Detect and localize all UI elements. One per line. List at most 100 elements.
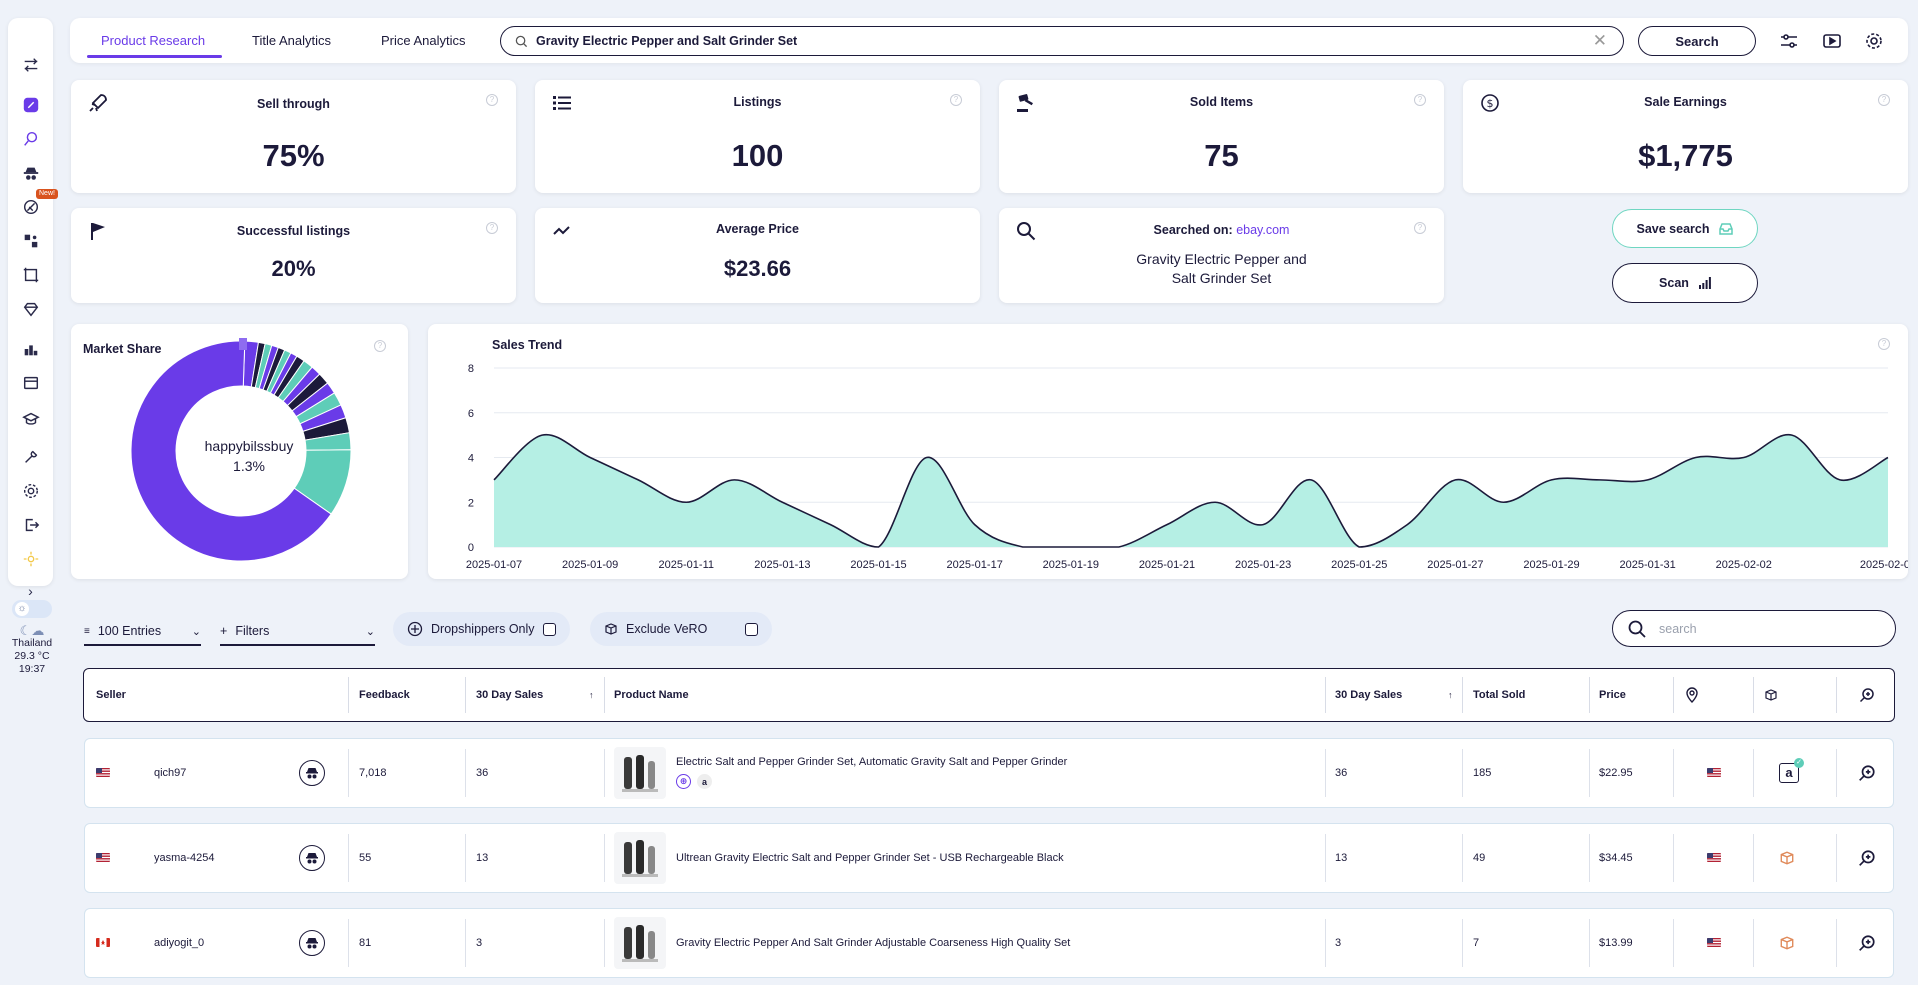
help-icon[interactable]: ? bbox=[1414, 94, 1426, 106]
zoom-icon[interactable] bbox=[1859, 669, 1875, 720]
data-point[interactable] bbox=[827, 522, 833, 528]
tools-icon[interactable] bbox=[8, 444, 53, 470]
filters-select[interactable]: + Filters ⌄ bbox=[220, 618, 375, 646]
header-total-sold[interactable]: Total Sold bbox=[1473, 688, 1526, 701]
header-seller[interactable]: Seller bbox=[96, 688, 126, 701]
data-point[interactable] bbox=[491, 477, 497, 483]
sun-icon[interactable] bbox=[8, 546, 53, 572]
settings-icon[interactable] bbox=[8, 478, 53, 504]
searched-site-link[interactable]: ebay.com bbox=[1236, 223, 1290, 237]
data-point[interactable] bbox=[539, 432, 545, 438]
sliders-icon[interactable] bbox=[1778, 30, 1800, 52]
product-thumbnail[interactable] bbox=[614, 824, 666, 891]
box-icon[interactable] bbox=[1779, 850, 1795, 866]
data-point[interactable] bbox=[1452, 477, 1458, 483]
data-point[interactable] bbox=[1212, 499, 1218, 505]
data-point[interactable] bbox=[635, 477, 641, 483]
entries-select[interactable]: ≡ 100 Entries ⌄ bbox=[84, 618, 201, 646]
help-icon[interactable]: ? bbox=[374, 340, 386, 352]
competitor-spy-button[interactable] bbox=[299, 909, 325, 976]
market-share-donut[interactable] bbox=[71, 324, 408, 579]
data-point[interactable] bbox=[1164, 522, 1170, 528]
amazon-icon[interactable]: a ✓ bbox=[1779, 757, 1804, 783]
category-icon[interactable] bbox=[8, 228, 53, 254]
amazon-small-icon[interactable]: a bbox=[697, 774, 712, 789]
exclude-vero-toggle[interactable]: Exclude VeRO bbox=[590, 612, 772, 646]
data-point[interactable] bbox=[1885, 455, 1891, 461]
diamond-icon[interactable] bbox=[8, 296, 53, 322]
video-icon[interactable] bbox=[1821, 30, 1843, 52]
dropshippers-only-toggle[interactable]: Dropshippers Only bbox=[393, 612, 570, 646]
data-point[interactable] bbox=[1837, 477, 1843, 483]
table-row[interactable]: yasma-4254 55 13 Ultrean Gravity Electric S… bbox=[84, 823, 1894, 893]
data-point[interactable] bbox=[683, 499, 689, 505]
seller-name[interactable]: yasma-4254 bbox=[154, 851, 215, 864]
seller-name[interactable]: qich97 bbox=[154, 766, 187, 779]
zoom-button[interactable] bbox=[1858, 909, 1876, 976]
competitor-spy-button[interactable] bbox=[299, 739, 325, 806]
search-button[interactable]: Search bbox=[1638, 26, 1756, 56]
help-icon[interactable]: ? bbox=[1414, 222, 1426, 234]
data-point[interactable] bbox=[1789, 432, 1795, 438]
academy-icon[interactable] bbox=[8, 406, 53, 432]
help-icon[interactable]: ? bbox=[486, 94, 498, 106]
data-point[interactable] bbox=[1068, 544, 1074, 550]
data-point[interactable] bbox=[1597, 477, 1603, 483]
new-feature-icon[interactable]: New! bbox=[8, 189, 58, 220]
sort-up-icon[interactable]: ↑ bbox=[589, 689, 594, 700]
sales-line[interactable] bbox=[493, 433, 1889, 548]
data-point[interactable] bbox=[1404, 522, 1410, 528]
donut-segment[interactable] bbox=[130, 340, 332, 562]
data-point[interactable] bbox=[1308, 477, 1314, 483]
help-icon[interactable]: ? bbox=[486, 222, 498, 234]
product-name[interactable]: Ultrean Gravity Electric Salt and Pepper… bbox=[676, 851, 1064, 864]
tab-price-analytics[interactable]: Price Analytics bbox=[381, 33, 466, 48]
table-search-input[interactable]: search bbox=[1612, 610, 1896, 647]
tab-title-analytics[interactable]: Title Analytics bbox=[252, 33, 331, 48]
crop-icon[interactable] bbox=[8, 262, 53, 288]
header-30-day-sales[interactable]: 30 Day Sales bbox=[476, 688, 544, 701]
sort-up-icon[interactable]: ↑ bbox=[1448, 689, 1453, 700]
data-point[interactable] bbox=[1549, 477, 1555, 483]
zoom-button[interactable] bbox=[1858, 824, 1876, 891]
gear-icon[interactable] bbox=[1863, 30, 1885, 52]
dropshippers-checkbox[interactable] bbox=[542, 622, 556, 636]
clear-icon[interactable]: ✕ bbox=[1592, 31, 1607, 50]
data-point[interactable] bbox=[1500, 499, 1506, 505]
save-search-button[interactable]: Save search bbox=[1612, 209, 1758, 248]
search-icon[interactable] bbox=[8, 126, 53, 152]
store-icon[interactable] bbox=[8, 370, 53, 396]
header-product-name[interactable]: Product Name bbox=[614, 688, 689, 701]
product-thumbnail[interactable] bbox=[614, 739, 666, 806]
data-point[interactable] bbox=[876, 544, 882, 550]
table-row[interactable]: qich97 7,018 36 Electric Salt and Pepper Gr… bbox=[84, 738, 1894, 808]
competitor-spy-button[interactable] bbox=[299, 824, 325, 891]
product-research-icon[interactable] bbox=[8, 92, 53, 118]
dropshipper-icon[interactable]: ⊕ bbox=[676, 774, 691, 789]
logout-icon[interactable] bbox=[8, 512, 53, 538]
data-point[interactable] bbox=[1693, 455, 1699, 461]
data-point[interactable] bbox=[1020, 544, 1026, 550]
theme-toggle[interactable]: ☼ bbox=[12, 600, 52, 618]
product-name[interactable]: Gravity Electric Pepper And Salt Grinder… bbox=[676, 936, 1071, 949]
data-point[interactable] bbox=[1116, 544, 1122, 550]
data-point[interactable] bbox=[1741, 455, 1747, 461]
box-icon[interactable] bbox=[1779, 935, 1795, 951]
data-point[interactable] bbox=[1260, 522, 1266, 528]
header-30-day-sales-2[interactable]: 30 Day Sales bbox=[1335, 688, 1403, 701]
help-icon[interactable]: ? bbox=[1878, 338, 1890, 350]
location-pin-icon[interactable] bbox=[1685, 669, 1699, 720]
help-icon[interactable]: ? bbox=[1878, 94, 1890, 106]
table-row[interactable]: adiyogit_0 81 3 Gravity Electric Pepper And… bbox=[84, 908, 1894, 978]
data-point[interactable] bbox=[1356, 544, 1362, 550]
data-point[interactable] bbox=[1645, 477, 1651, 483]
scan-button[interactable]: Scan bbox=[1612, 263, 1758, 303]
competitor-spy-icon[interactable] bbox=[8, 160, 53, 186]
seller-name[interactable]: adiyogit_0 bbox=[154, 936, 205, 949]
expand-icon[interactable]: › bbox=[28, 583, 33, 599]
data-point[interactable] bbox=[587, 455, 593, 461]
exclude-vero-checkbox[interactable] bbox=[745, 622, 758, 636]
swap-icon[interactable] bbox=[8, 52, 53, 78]
search-input[interactable]: Gravity Electric Pepper and Salt Grinder… bbox=[500, 26, 1624, 56]
zoom-button[interactable] bbox=[1858, 739, 1876, 806]
